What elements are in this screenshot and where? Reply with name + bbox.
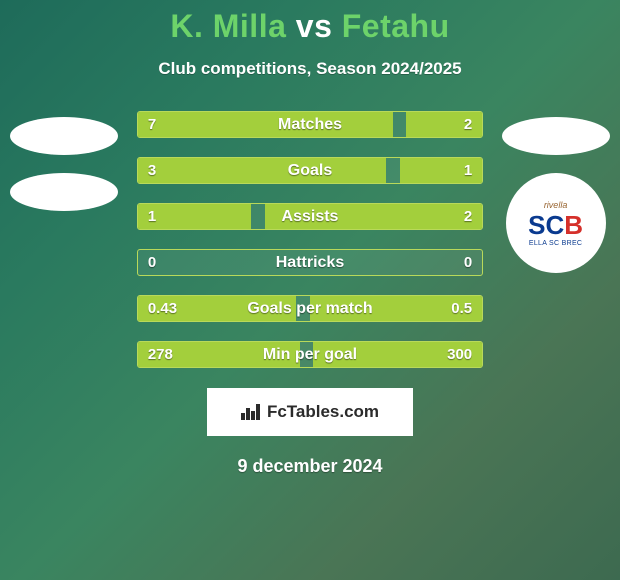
right-value: 300	[447, 342, 472, 367]
scb-logo: rivella SCB ELLA SC BREC	[506, 173, 606, 273]
right-value: 0.5	[451, 296, 472, 321]
right-value: 2	[464, 204, 472, 229]
right-logo-column: rivella SCB ELLA SC BREC	[501, 111, 610, 273]
bars-icon	[241, 404, 261, 420]
right-value: 0	[464, 250, 472, 275]
date-text: 9 december 2024	[0, 456, 620, 477]
stat-label: Assists	[138, 204, 482, 229]
vs-text: vs	[296, 8, 333, 44]
content-root: K. Milla vs Fetahu Club competitions, Se…	[0, 0, 620, 477]
logo-arc-text: ELLA SC BREC	[529, 240, 582, 247]
team-logo-placeholder	[10, 173, 118, 211]
stat-label: Matches	[138, 112, 482, 137]
logo-red-text: B	[564, 210, 583, 240]
comparison-area: Matches72Goals31Assists12Hattricks00Goal…	[0, 111, 620, 368]
stat-label: Goals	[138, 158, 482, 183]
stat-row: Matches7 2	[137, 111, 483, 138]
left-value: 0	[148, 250, 156, 275]
logo-blue-text: SC	[528, 210, 564, 240]
stat-row: Assists1 2	[137, 203, 483, 230]
fctables-watermark: FcTables.com	[207, 388, 413, 436]
team-logo-placeholder	[502, 117, 610, 155]
player2-name: Fetahu	[342, 8, 450, 44]
player1-name: K. Milla	[170, 8, 286, 44]
stat-row: Hattricks0 0	[137, 249, 483, 276]
team-logo-placeholder	[10, 117, 118, 155]
stat-row: Min per goal278 300	[137, 341, 483, 368]
stat-label: Min per goal	[138, 342, 482, 367]
left-logo-column	[10, 111, 119, 211]
left-value: 0.43	[148, 296, 177, 321]
left-value: 278	[148, 342, 173, 367]
stat-row: Goals per match0.43 0.5	[137, 295, 483, 322]
logo-top-text: rivella	[544, 200, 568, 210]
page-title: K. Milla vs Fetahu	[0, 8, 620, 45]
left-value: 1	[148, 204, 156, 229]
stat-label: Goals per match	[138, 296, 482, 321]
fctables-text: FcTables.com	[267, 402, 379, 422]
logo-main-text: SCB	[528, 212, 583, 238]
right-value: 2	[464, 112, 472, 137]
subtitle: Club competitions, Season 2024/2025	[0, 59, 620, 79]
stat-bars: Matches72Goals31Assists12Hattricks00Goal…	[137, 111, 483, 368]
left-value: 7	[148, 112, 156, 137]
left-value: 3	[148, 158, 156, 183]
stat-row: Goals3 1	[137, 157, 483, 184]
stat-label: Hattricks	[138, 250, 482, 275]
right-value: 1	[464, 158, 472, 183]
